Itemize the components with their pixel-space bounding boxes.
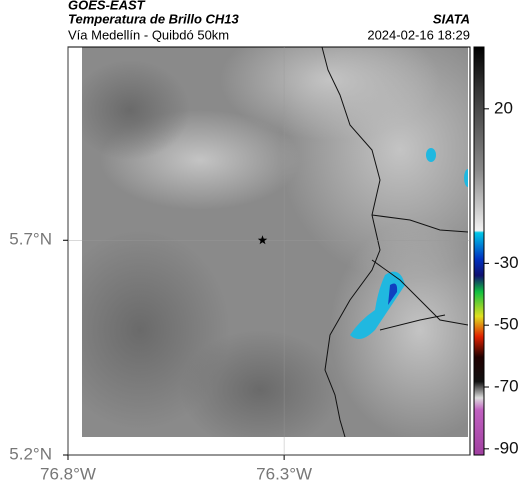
satellite-image (82, 47, 468, 437)
y-tick-label: 5.2°N (9, 444, 52, 463)
subtitle: Vía Medellín - Quibdó 50km (68, 27, 229, 42)
colorbar-tick-label: 20 (494, 98, 513, 117)
colorbar (473, 46, 485, 456)
x-tick-label: 76.3°W (256, 464, 312, 483)
datetime: 2024-02-16 18:29 (367, 27, 470, 42)
station-marker (257, 235, 268, 245)
org: SIATA (433, 11, 470, 26)
y-tick-label: 5.7°N (9, 230, 52, 249)
colorbar-tick-label: -50 (494, 315, 519, 334)
source: GOES-EAST (68, 0, 146, 12)
title: Temperatura de Brillo CH13 (68, 11, 240, 26)
x-tick-label: 76.8°W (40, 464, 96, 483)
colorbar-tick-label: -30 (494, 253, 519, 272)
colorbar-tick-label: -90 (494, 438, 519, 457)
colorbar-tick-label: -70 (494, 376, 519, 395)
